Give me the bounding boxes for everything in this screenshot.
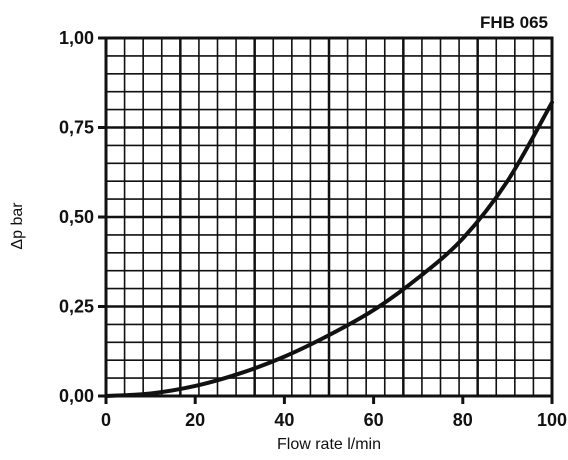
chart-title: FHB 065 (480, 13, 548, 32)
y-tick-label: 1,00 (59, 28, 94, 48)
x-axis-label: Flow rate l/min (277, 436, 381, 453)
y-tick-label: 0,25 (59, 297, 94, 317)
x-tick-label: 60 (364, 410, 384, 430)
y-tick-label: 0,00 (59, 386, 94, 406)
x-tick-label: 100 (537, 410, 567, 430)
data-points (105, 102, 553, 397)
x-axis-ticks: 0 20 40 60 80 100 (101, 396, 567, 430)
grid (106, 38, 552, 396)
x-tick-label: 40 (274, 410, 294, 430)
x-tick-label: 20 (185, 410, 205, 430)
x-tick-label: 0 (101, 410, 111, 430)
y-axis-ticks: 0,00 0,25 0,50 0,75 1,00 (59, 28, 106, 406)
x-tick-label: 80 (453, 410, 473, 430)
y-tick-label: 0,75 (59, 118, 94, 138)
series-line (104, 100, 554, 398)
y-tick-label: 0,50 (59, 207, 94, 227)
y-axis-label: Δp bar (9, 202, 26, 250)
